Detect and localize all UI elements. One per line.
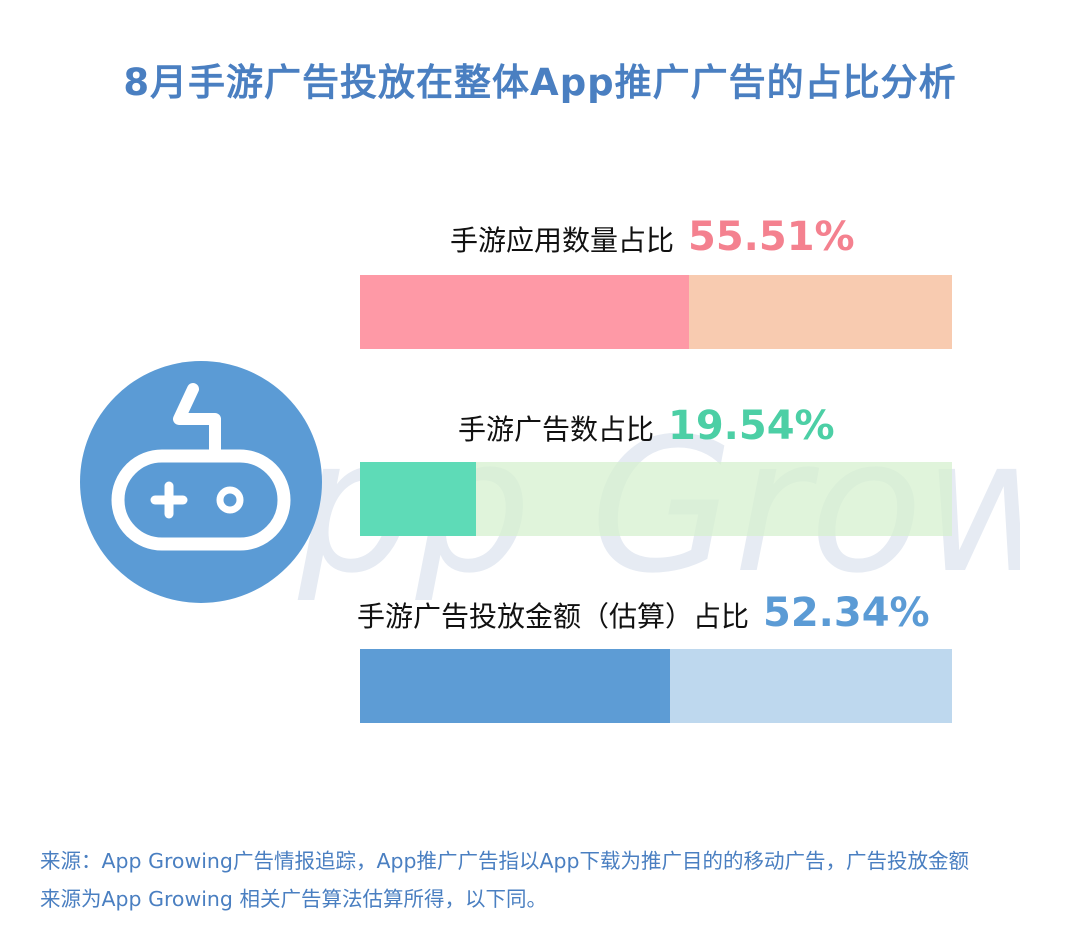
row-1-label: 手游应用数量占比 55.51% — [450, 214, 855, 260]
value-label: 19.54% — [668, 403, 835, 449]
category-label: 手游应用数量占比 — [450, 224, 675, 257]
source-note: 来源：App Growing广告情报追踪，App推广广告指以App下载为推广目的… — [40, 842, 1050, 918]
source-note-line-2: 来源为App Growing 相关广告算法估算所得，以下同。 — [40, 887, 547, 911]
bar-fill — [360, 275, 689, 349]
source-note-line-1: 来源：App Growing广告情报追踪，App推广广告指以App下载为推广目的… — [40, 849, 970, 873]
bar-fill — [360, 462, 476, 536]
chart-title: 8月手游广告投放在整体App推广广告的占比分析 — [123, 61, 957, 104]
bar-track — [360, 275, 952, 349]
bar-track — [360, 649, 952, 723]
category-label: 手游广告数占比 — [458, 413, 655, 446]
category-label: 手游广告投放金额（估算）占比 — [357, 600, 750, 633]
gamepad-icon — [80, 361, 322, 603]
bar-track — [360, 462, 952, 536]
row-2-label: 手游广告数占比 19.54% — [458, 403, 835, 449]
bar-fill — [360, 649, 670, 723]
row-3-label: 手游广告投放金额（估算）占比 52.34% — [357, 590, 930, 636]
value-label: 52.34% — [763, 590, 930, 636]
value-label: 55.51% — [688, 214, 855, 260]
